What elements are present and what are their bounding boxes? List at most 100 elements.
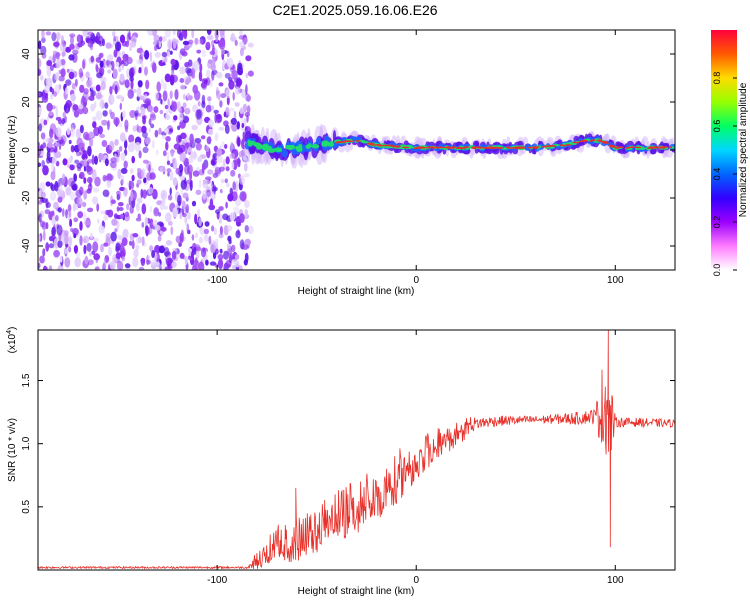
heatmap-noise-cell [97,125,103,135]
heatmap-noise-cell [53,224,56,234]
heatmap-noise-cell [209,261,217,266]
heatmap-noise-cell [239,175,245,185]
heatmap-noise-cell [80,96,87,108]
heatmap-ridge-cell [490,147,496,149]
heatmap-noise-cell [114,153,117,158]
heatmap-noise-cell [182,115,189,124]
heatmap-noise-cell [205,104,212,113]
heatmap-noise-cell [151,250,156,258]
heatmap-noise-cell [228,107,235,112]
heatmap-noise-cell [220,178,225,184]
heatmap-noise-cell [243,117,247,127]
heatmap-noise-cell [96,218,100,224]
heatmap-noise-cell [205,259,209,266]
heatmap-noise-cell [107,209,114,218]
heatmap-noise-cell [68,71,75,80]
heatmap-noise-cell [119,102,123,110]
heatmap-noise-cell [218,39,226,50]
heatmap-noise-cell [142,159,149,164]
heatmap-noise-cell [38,233,41,243]
heatmap-ridge-cell [375,144,382,146]
heatmap-noise-cell [114,85,118,95]
heatmap-noise-cell [179,252,185,259]
heatmap-noise-cell [161,196,166,207]
heatmap-noise-cell [166,51,171,57]
heatmap-noise-cell [227,193,234,202]
heatmap-noise-cell [136,197,143,204]
heatmap-noise-cell [128,30,131,40]
heatmap-noise-cell [71,82,76,90]
heatmap-noise-cell [215,248,219,255]
heatmap-noise-cell [207,96,212,102]
heatmap-noise-cell [65,46,72,53]
heatmap-noise-cell [172,158,175,165]
heatmap-noise-cell [94,155,98,165]
heatmap-noise-cell [136,179,142,185]
heatmap-noise-cell [132,256,139,268]
heatmap-noise-cell [70,93,76,102]
heatmap-ridge-cell [596,140,603,142]
heatmap-noise-cell [83,88,89,95]
heatmap-noise-cell [216,155,223,164]
heatmap-noise-cell [78,151,84,156]
heatmap-noise-cell [180,188,184,195]
heatmap-ridge-cell [253,142,261,147]
x-tick-label: 0 [413,575,419,586]
heatmap-ridge-cell [532,147,537,149]
heatmap-noise-cell [107,54,114,62]
heatmap-noise-cell [141,222,145,228]
heatmap-noise-cell [110,231,117,242]
heatmap-noise-cell [160,226,167,232]
heatmap-noise-cell [73,217,79,223]
heatmap-noise-cell [124,139,128,150]
heatmap-noise-cell [79,221,83,231]
heatmap-noise-cell [247,42,254,48]
heatmap-noise-cell [156,81,161,92]
heatmap-noise-cell [107,120,110,131]
heatmap-noise-cell [215,209,221,215]
heatmap-ridge-cell [470,146,475,149]
heatmap-ridge-cell [395,145,399,148]
heatmap-noise-cell [211,105,215,111]
heatmap-noise-cell [85,165,92,173]
heatmap-noise-cell [83,238,86,244]
heatmap-noise-cell [55,105,59,117]
heatmap-noise-cell [61,35,64,46]
heatmap-noise-cell [232,181,236,191]
heatmap-noise-cell [117,260,124,270]
heatmap-noise-cell [62,158,68,166]
heatmap-noise-cell [160,98,163,105]
heatmap-ridge-cell [430,146,439,149]
heatmap-noise-cell [236,136,241,147]
heatmap-noise-cell [69,33,76,38]
heatmap-noise-cell [48,265,53,270]
heatmap-noise-cell [242,244,249,250]
heatmap-noise-cell [90,86,96,91]
heatmap-noise-cell [49,191,57,201]
heatmap-noise-cell [130,67,135,78]
heatmap-noise-cell [53,249,60,258]
heatmap-ridge-cell [350,136,358,141]
heatmap-noise-cell [55,52,60,60]
heatmap-noise-cell [208,119,215,128]
heatmap-noise-cell [136,58,143,65]
heatmap-noise-cell [167,194,173,201]
heatmap-noise-cell [230,169,236,177]
heatmap-noise-cell [219,30,225,37]
heatmap-noise-cell [237,78,243,87]
heatmap-noise-cell [112,68,118,80]
y-tick-label: -20 [21,190,32,205]
heatmap-noise-cell [144,50,150,60]
heatmap-noise-cell [189,133,194,144]
heatmap-noise-cell [129,76,135,82]
heatmap-noise-cell [211,225,215,232]
heatmap-noise-cell [165,240,173,246]
heatmap-noise-cell [142,131,148,138]
heatmap-noise-cell [96,203,100,212]
heatmap-noise-cell [110,157,117,164]
heatmap-noise-cell [137,168,141,173]
heatmap-noise-cell [164,30,171,38]
heatmap-noise-cell [45,77,53,88]
heatmap-noise-cell [119,94,123,103]
snr-plot-area [38,330,675,570]
